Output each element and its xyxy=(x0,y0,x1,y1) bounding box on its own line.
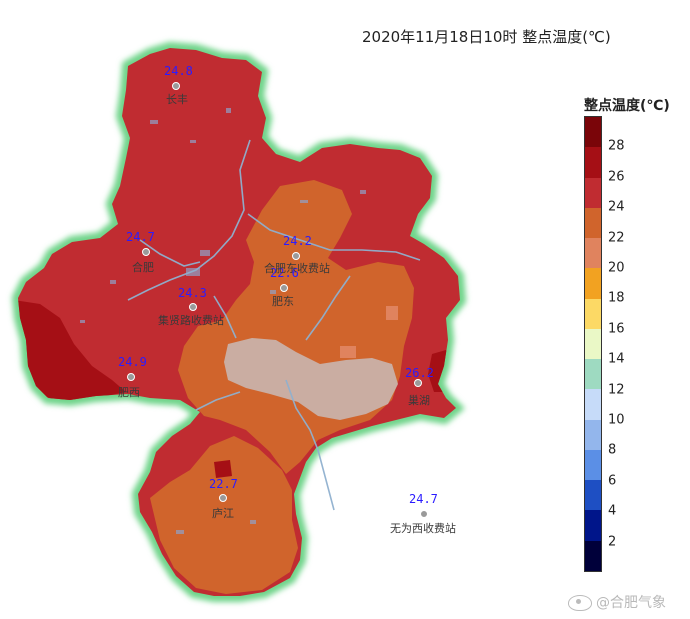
legend-tick-label: 10 xyxy=(608,412,625,428)
station-value-lujiang: 22.7 xyxy=(209,477,238,491)
station-name-chaohu: 巢湖 xyxy=(408,394,430,407)
temperature-map: 24.8 24.7 24.2 22.6 24.3 24.9 26.2 22.7 … xyxy=(11,41,467,602)
legend-swatch xyxy=(585,389,601,420)
legend-color-bar xyxy=(584,116,602,572)
watermark-text: @合肥气象 xyxy=(596,595,666,611)
legend-swatch xyxy=(585,117,601,148)
station-names: 长丰 合肥 合肥东收费站 肥东 集贤路收费站 肥西 巢湖 庐江 无为西收费站 xyxy=(118,93,456,535)
legend-tick-label: 2 xyxy=(608,534,617,550)
temperature-field xyxy=(18,48,460,596)
station-value-jixianlu-toll: 24.3 xyxy=(178,286,207,300)
weibo-icon xyxy=(568,595,592,611)
rivers xyxy=(127,139,421,511)
legend-tick-label: 8 xyxy=(608,442,617,458)
station-dot xyxy=(292,252,300,260)
legend-tick-label: 6 xyxy=(608,473,617,489)
legend-tick-label: 12 xyxy=(608,382,625,398)
zone-26-28-west xyxy=(18,300,126,402)
legend-tick-label: 26 xyxy=(608,169,625,185)
legend-swatch xyxy=(585,480,601,511)
zone-22-24-south xyxy=(150,436,298,594)
station-values: 24.8 24.7 24.2 22.6 24.3 24.9 26.2 22.7 … xyxy=(118,64,438,506)
station-name-wuweixi-toll: 无为西收费站 xyxy=(390,521,456,535)
legend-swatch xyxy=(585,540,601,571)
station-value-feidong: 22.6 xyxy=(270,266,299,280)
station-value-hefei: 24.7 xyxy=(126,230,155,244)
station-value-feixi: 24.9 xyxy=(118,355,147,369)
legend-tick-label: 18 xyxy=(608,290,625,306)
legend-swatch xyxy=(585,238,601,269)
legend-swatch xyxy=(585,449,601,481)
station-dot xyxy=(280,284,288,292)
station-dot xyxy=(420,510,428,518)
watermark: @合肥气象 xyxy=(568,592,666,612)
legend-swatch xyxy=(585,268,601,299)
legend-tick-label: 14 xyxy=(608,351,625,367)
station-name-feixi: 肥西 xyxy=(118,386,140,399)
station-dot xyxy=(189,303,197,311)
station-name-lujiang: 庐江 xyxy=(212,506,234,520)
legend-swatch xyxy=(585,510,601,541)
chaohu-lake xyxy=(224,338,398,420)
station-dot xyxy=(414,379,422,387)
station-value-chaohu: 26.2 xyxy=(405,366,434,380)
legend-tick-label: 16 xyxy=(608,321,625,337)
legend-tick-label: 28 xyxy=(608,138,625,154)
station-name-changfeng: 长丰 xyxy=(166,93,188,106)
legend-swatch xyxy=(585,298,601,329)
legend-tick-label: 20 xyxy=(608,260,625,276)
legend-swatch xyxy=(585,207,601,239)
legend-tick-label: 24 xyxy=(608,199,625,215)
zone-20-22-a xyxy=(386,306,398,320)
legend-tick-label: 22 xyxy=(608,230,625,246)
map-title: 2020年11月18日10时 整点温度(℃) xyxy=(362,28,611,46)
zone-26-28-south xyxy=(214,460,232,478)
legend-title: 整点温度(℃) xyxy=(584,98,670,114)
legend-swatch xyxy=(585,147,601,178)
station-dot xyxy=(127,373,135,381)
station-name-feidong: 肥东 xyxy=(272,295,294,308)
station-name-hefei: 合肥 xyxy=(132,260,154,274)
station-value-changfeng: 24.8 xyxy=(164,64,193,78)
station-value-wuweixi-toll: 24.7 xyxy=(409,492,438,506)
legend-tick-label: 4 xyxy=(608,503,617,519)
legend-swatch xyxy=(585,419,601,450)
legend-swatch xyxy=(585,359,601,390)
station-markers xyxy=(127,82,428,518)
zone-20-22-b xyxy=(340,346,356,358)
station-name-hefei-east-toll: 合肥东收费站 xyxy=(264,261,330,275)
legend-swatch xyxy=(585,328,601,360)
station-dot xyxy=(142,248,150,256)
station-dot xyxy=(219,494,227,502)
station-name-jixianlu-toll: 集贤路收费站 xyxy=(158,313,224,327)
station-dot xyxy=(172,82,180,90)
legend-swatch xyxy=(585,177,601,208)
station-value-hefei-east-toll: 24.2 xyxy=(283,234,312,248)
